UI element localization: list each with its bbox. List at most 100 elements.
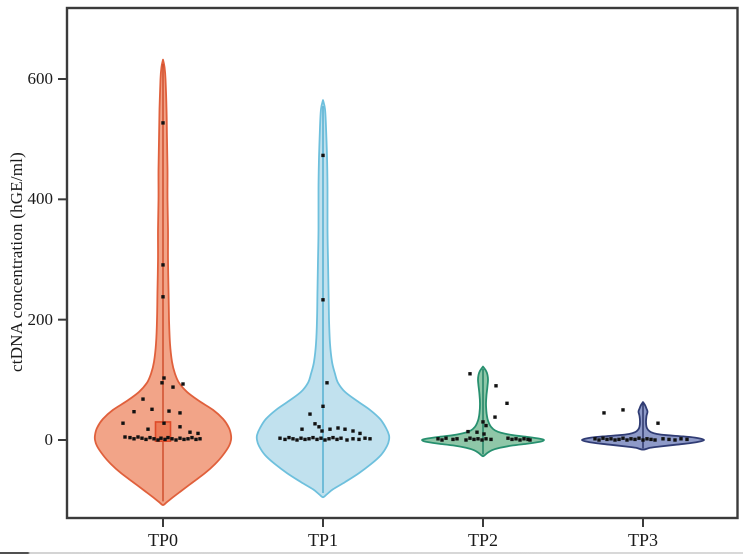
data-point: [345, 438, 349, 442]
data-points-tp0: [121, 121, 202, 442]
data-point: [645, 437, 649, 441]
data-point: [476, 437, 480, 441]
data-point: [617, 437, 621, 442]
data-point: [368, 437, 372, 441]
data-point: [633, 437, 637, 442]
data-point: [518, 438, 522, 442]
data-point: [190, 435, 194, 440]
y-tick-label-200: 200: [27, 309, 54, 329]
data-point: [163, 437, 167, 442]
data-point: [482, 432, 486, 436]
data-point: [494, 384, 498, 388]
data-point: [162, 376, 166, 380]
data-point: [148, 435, 152, 440]
data-point: [331, 435, 335, 440]
data-point: [351, 429, 355, 433]
data-point: [481, 420, 485, 424]
data-point: [641, 438, 645, 442]
data-point: [159, 436, 163, 440]
data-point: [440, 438, 444, 442]
data-point: [161, 295, 165, 299]
data-point: [178, 436, 182, 440]
data-point: [526, 437, 530, 442]
data-point: [444, 436, 448, 440]
data-point: [522, 437, 526, 441]
data-point: [171, 385, 175, 389]
data-point: [315, 437, 319, 442]
data-point: [295, 438, 299, 442]
x-tick-label-tp0: TP0: [147, 530, 179, 550]
data-point: [339, 436, 343, 440]
data-point: [323, 438, 327, 442]
data-point: [656, 421, 660, 425]
data-point: [679, 437, 683, 441]
data-point: [468, 372, 472, 376]
y-tick-label-400: 400: [27, 189, 54, 209]
data-point: [174, 438, 178, 442]
data-point: [156, 438, 160, 442]
data-point: [661, 437, 665, 441]
data-point: [132, 410, 136, 414]
data-point: [196, 431, 200, 436]
data-point: [161, 263, 165, 267]
data-point: [667, 437, 671, 442]
data-point: [311, 435, 315, 440]
data-point: [343, 427, 347, 431]
data-point: [506, 436, 510, 440]
data-point: [182, 437, 186, 442]
data-point: [602, 411, 606, 415]
data-point: [489, 437, 493, 442]
data-point: [291, 437, 295, 441]
data-point: [649, 437, 653, 442]
data-point: [673, 438, 677, 442]
data-point: [528, 438, 532, 442]
data-point: [313, 422, 317, 426]
data-point: [283, 437, 287, 442]
data-point: [629, 437, 633, 441]
x-tick-label-tp3: TP3: [627, 530, 659, 550]
data-point: [178, 425, 182, 429]
data-point: [121, 421, 125, 425]
data-point: [321, 153, 325, 158]
data-point: [325, 381, 329, 385]
violin-tp1: [255, 99, 391, 499]
data-point: [303, 437, 307, 442]
data-point: [317, 425, 321, 429]
data-point: [152, 437, 156, 441]
data-point: [320, 429, 324, 433]
data-point: [455, 437, 459, 441]
data-points-tp3: [593, 408, 689, 442]
data-point: [436, 437, 440, 441]
data-point: [466, 429, 470, 434]
data-point: [625, 438, 629, 442]
axes-frame: [65, 6, 739, 520]
data-point: [150, 407, 154, 411]
data-point: [451, 437, 455, 442]
x-tick-label-tp2: TP2: [467, 530, 499, 550]
violin-tp3: [581, 401, 705, 451]
data-point: [128, 435, 132, 440]
data-point: [178, 411, 182, 415]
data-point: [605, 437, 609, 442]
figure-bottom-edge-artifact: [0, 552, 743, 554]
data-point: [336, 426, 340, 430]
data-point: [160, 381, 164, 385]
data-point: [166, 435, 170, 440]
data-point: [170, 437, 174, 441]
data-point: [307, 437, 311, 441]
data-point: [468, 436, 472, 440]
data-point: [141, 397, 145, 401]
x-tick-label-tp1: TP1: [307, 530, 339, 550]
data-point: [358, 431, 362, 436]
data-point: [136, 435, 140, 439]
y-axis-title: ctDNA concentration (hGE/ml): [7, 152, 26, 372]
data-point: [601, 436, 605, 440]
data-point: [162, 421, 166, 425]
data-point: [472, 437, 476, 442]
data-point: [597, 438, 601, 442]
data-point: [510, 437, 514, 442]
data-point: [609, 437, 613, 441]
data-point: [613, 438, 617, 442]
data-point: [186, 437, 190, 441]
data-point: [321, 404, 325, 408]
